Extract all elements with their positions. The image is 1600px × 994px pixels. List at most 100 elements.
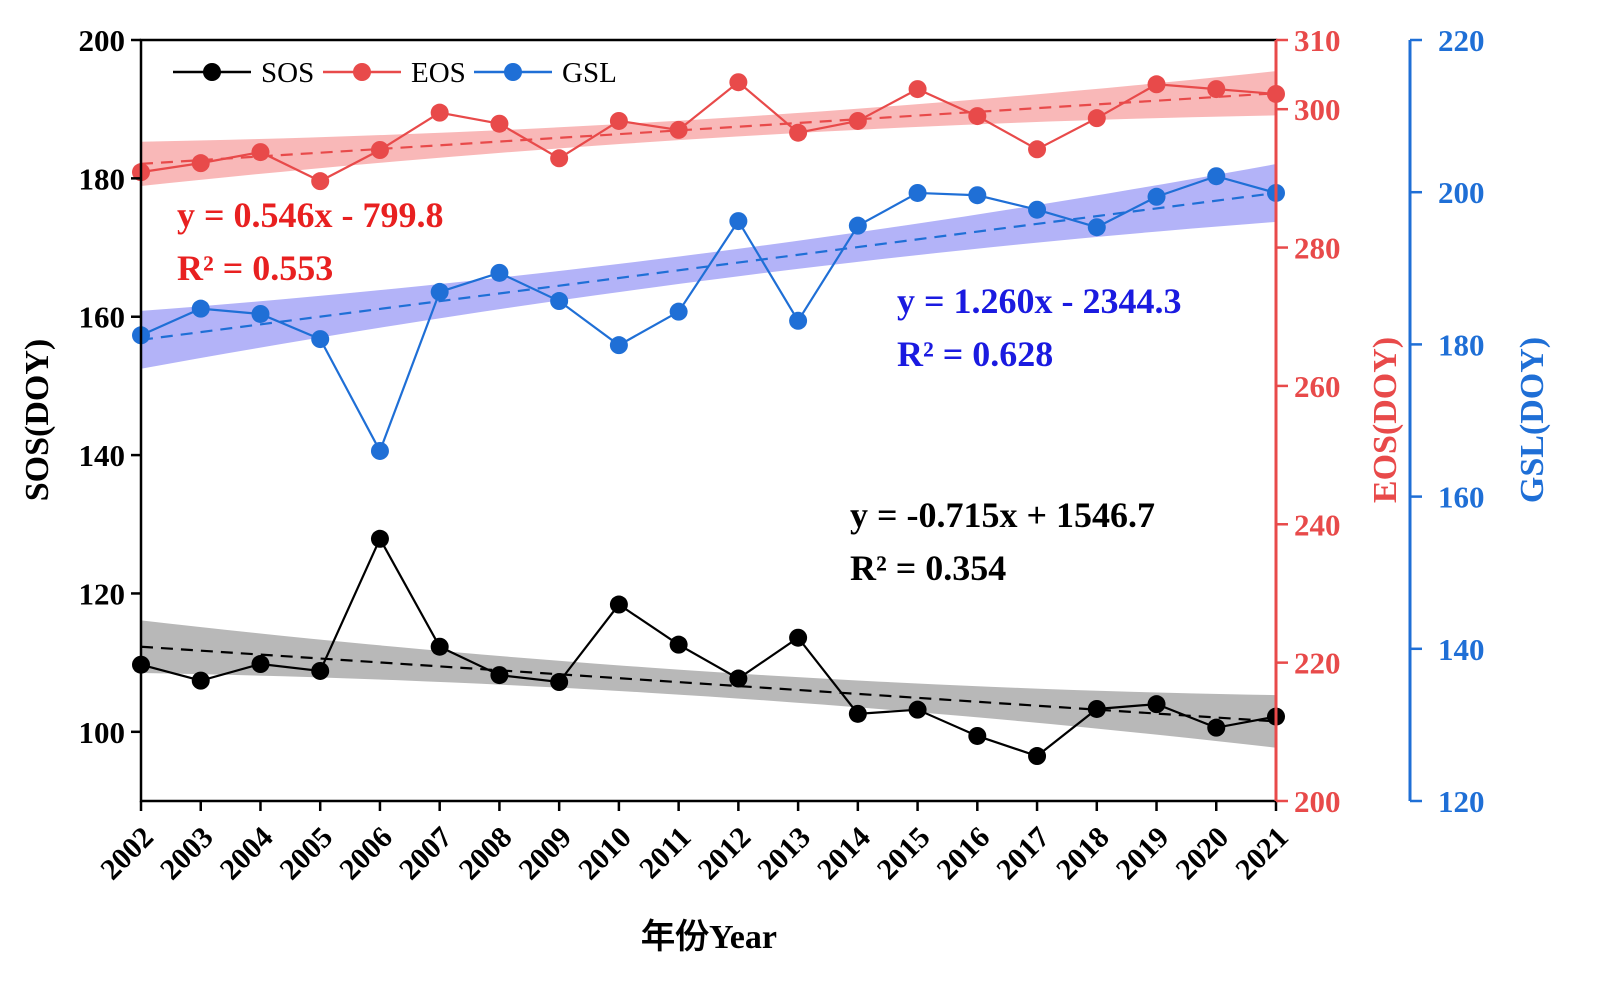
- sos-point-2006: [370, 529, 389, 548]
- gsl-point-2003: [191, 299, 210, 318]
- eos-equation: y = 0.546x - 799.8: [177, 195, 444, 235]
- eos-tick-label: 200: [1294, 784, 1341, 819]
- sos-point-2012: [729, 669, 748, 688]
- sos-point-2013: [789, 628, 808, 647]
- left-tick-label: 160: [79, 300, 126, 335]
- left-tick-label: 120: [79, 576, 126, 611]
- sos-legend-label: SOS: [261, 57, 314, 89]
- gsl-tick-label: 200: [1438, 175, 1485, 210]
- sos-point-2008: [490, 666, 509, 685]
- x-tick-label-2013: 2013: [751, 821, 817, 887]
- eos-r2: R² = 0.553: [177, 248, 333, 288]
- sos-point-2007: [430, 637, 449, 656]
- gsl-equation: y = 1.260x - 2344.3: [897, 281, 1182, 321]
- eos-point-2008: [490, 114, 509, 133]
- x-tick-label-2016: 2016: [931, 821, 997, 887]
- eos-point-2010: [609, 111, 628, 130]
- eos-line: [140, 80, 1277, 183]
- sos-point-2005: [311, 661, 330, 680]
- x-tick-label-2007: 2007: [393, 821, 459, 887]
- sos-point-2004: [251, 655, 270, 674]
- sos-point-2010: [609, 595, 628, 614]
- eos-point-2009: [550, 149, 569, 168]
- sos-legend-marker: [203, 63, 221, 81]
- gsl-line: [140, 175, 1277, 454]
- left-tick-label: 200: [79, 23, 126, 58]
- confidence-bands: [141, 71, 1276, 748]
- eos-tick-label: 310: [1294, 23, 1341, 58]
- sos-point-2017: [1028, 747, 1047, 766]
- eos-tick-label: 240: [1294, 507, 1341, 542]
- x-tick-label-2012: 2012: [692, 821, 758, 887]
- gsl-point-2004: [251, 304, 270, 323]
- sos-point-2003: [191, 671, 210, 690]
- x-axis-label: 年份Year: [641, 918, 777, 956]
- left-axis-label: SOS(DOY): [19, 339, 56, 501]
- x-tick-label-2004: 2004: [214, 821, 280, 887]
- x-tick-label-2005: 2005: [273, 821, 339, 887]
- eos-point-2007: [430, 103, 449, 122]
- gsl-point-2018: [1087, 218, 1106, 237]
- gsl-tick-label: 120: [1438, 784, 1485, 819]
- sos-point-2020: [1207, 718, 1226, 737]
- gsl-point-2015: [908, 183, 927, 202]
- eos-point-2003: [191, 154, 210, 173]
- eos-trend-line: [140, 92, 1277, 165]
- eos-axis-label: EOS(DOY): [1367, 337, 1404, 503]
- left-tick-label: 180: [79, 161, 126, 196]
- sos-point-2019: [1147, 695, 1166, 714]
- gsl-point-2012: [729, 212, 748, 231]
- sos-line: [140, 536, 1277, 758]
- eos-tick-label: 220: [1294, 646, 1341, 681]
- x-tick-label-2010: 2010: [572, 821, 638, 887]
- gsl-point-2009: [550, 292, 569, 311]
- x-tick-label-2002: 2002: [94, 821, 160, 887]
- gsl-trend-line: [140, 191, 1277, 341]
- gsl-legend-marker: [504, 63, 522, 81]
- gsl-axis-label: GSL(DOY): [1514, 337, 1551, 503]
- eos-legend-label: EOS: [411, 57, 466, 89]
- eos-point-2006: [370, 140, 389, 159]
- gsl-point-2007: [430, 282, 449, 301]
- gsl-point-2016: [968, 186, 987, 205]
- sos-trend-line: [140, 645, 1277, 723]
- x-tick-label-2008: 2008: [453, 821, 519, 887]
- x-tick-label-2009: 2009: [512, 821, 578, 887]
- gsl-r2: R² = 0.628: [897, 334, 1053, 374]
- x-tick-label-2017: 2017: [990, 821, 1056, 887]
- gsl-point-2008: [490, 263, 509, 282]
- eos-point-2015: [908, 80, 927, 99]
- gsl-point-2005: [311, 330, 330, 349]
- eos-point-2012: [729, 73, 748, 92]
- x-tick-label-2003: 2003: [154, 821, 220, 887]
- eos-point-2011: [669, 120, 688, 139]
- gsl-point-2020: [1207, 167, 1226, 186]
- sos-r2: R² = 0.354: [850, 548, 1006, 588]
- gsl-tick-label: 140: [1438, 632, 1485, 667]
- x-tick-label-2018: 2018: [1050, 821, 1116, 887]
- x-tick-label-2014: 2014: [811, 821, 877, 887]
- sos-point-2009: [550, 673, 569, 692]
- left-tick-label: 100: [79, 715, 126, 750]
- x-tick-label-2020: 2020: [1169, 821, 1235, 887]
- gsl-point-2013: [789, 311, 808, 330]
- eos-point-2014: [848, 111, 867, 130]
- eos-point-2016: [968, 107, 987, 126]
- sos-point-2011: [669, 635, 688, 654]
- gsl-point-2010: [609, 336, 628, 355]
- eos-point-2013: [789, 123, 808, 142]
- trend-lines: [140, 92, 1277, 723]
- legend: SOS EOS GSL: [173, 57, 617, 89]
- eos-point-2017: [1028, 140, 1047, 159]
- eos-point-2004: [251, 143, 270, 162]
- eos-tick-label: 300: [1294, 92, 1341, 127]
- eos-tick-label: 280: [1294, 231, 1341, 266]
- eos-point-2020: [1207, 80, 1226, 99]
- gsl-point-2006: [370, 441, 389, 460]
- gsl-legend-label: GSL: [562, 57, 617, 89]
- gsl-tick-label: 160: [1438, 480, 1485, 515]
- gsl-tick-label: 180: [1438, 327, 1485, 362]
- eos-point-2018: [1087, 109, 1106, 128]
- gsl-point-2017: [1028, 200, 1047, 219]
